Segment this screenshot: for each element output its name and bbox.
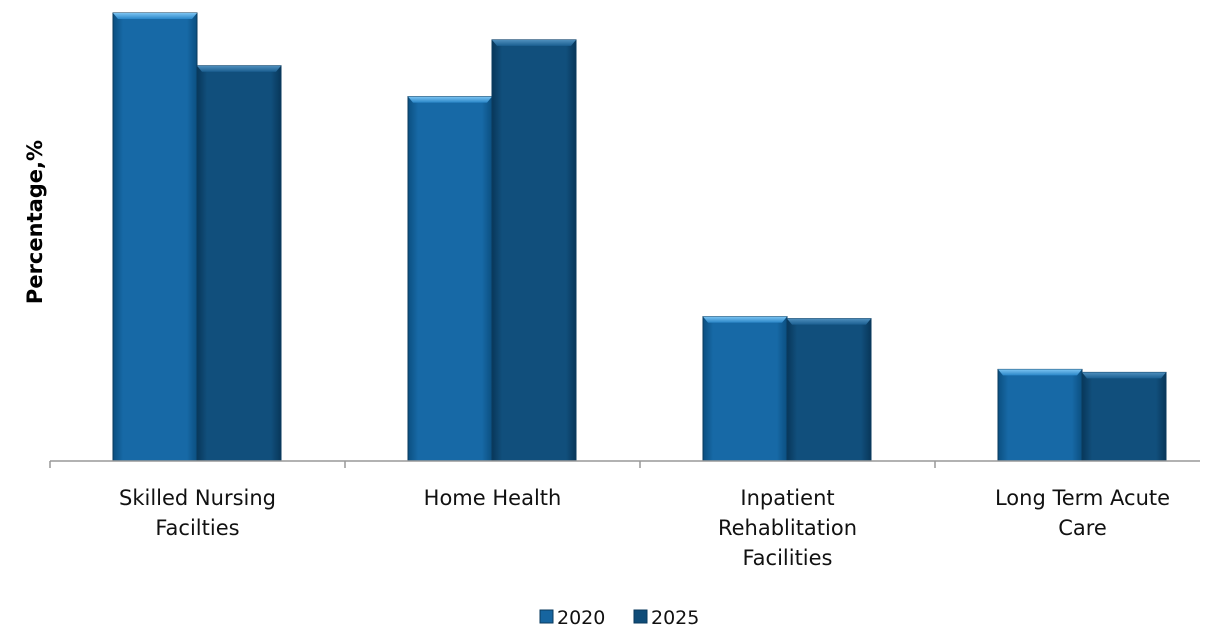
bar-2025-0 [196, 65, 282, 462]
category-label: Skilled Nursing [119, 486, 276, 510]
bar-bevel [408, 96, 492, 103]
bar-2020-0 [112, 12, 198, 462]
category-label: Long Term Acute [995, 486, 1170, 510]
bar-2020-2 [702, 316, 788, 462]
bar-bevel [998, 369, 1082, 376]
bar-bevel [703, 316, 787, 323]
legend-item-2020: 2020 [539, 607, 605, 629]
legend-label: 2025 [651, 607, 699, 629]
bar-body [1081, 371, 1167, 462]
bar-body [112, 12, 198, 462]
bars-group [112, 12, 1167, 462]
bar-body [997, 368, 1083, 462]
bar-body [196, 65, 282, 462]
bar-bevel [787, 318, 871, 325]
bar-2025-3 [1081, 371, 1167, 462]
category-label: Facilities [743, 546, 833, 570]
legend-label: 2020 [557, 607, 605, 629]
bar-2025-1 [491, 39, 577, 462]
category-label: Home Health [424, 486, 562, 510]
bar-bevel [113, 12, 197, 19]
bar-2020-1 [407, 96, 493, 462]
bar-bevel [197, 65, 281, 72]
legend: 2020 2025 [539, 607, 699, 629]
x-axis-ticks [49, 461, 936, 468]
bar-body [407, 96, 493, 462]
legend-swatch [539, 609, 554, 624]
legend-item-2025: 2025 [633, 607, 699, 629]
legend-swatch [633, 609, 648, 624]
y-axis-label: Percentage,% [23, 140, 47, 304]
bar-bevel [492, 39, 576, 46]
category-label: Care [1058, 516, 1107, 540]
bar-bevel [1082, 372, 1166, 379]
bar-body [491, 39, 577, 462]
bar-body [786, 318, 872, 462]
category-label: Rehablitation [718, 516, 857, 540]
bar-2025-2 [786, 318, 872, 462]
x-axis-category-labels: Skilled Nursing Facilties Home Health Inpat… [119, 486, 1170, 570]
category-label: Facilties [155, 516, 239, 540]
bar-body [702, 316, 788, 462]
category-label: Inpatient [740, 486, 834, 510]
bar-2020-3 [997, 368, 1083, 462]
